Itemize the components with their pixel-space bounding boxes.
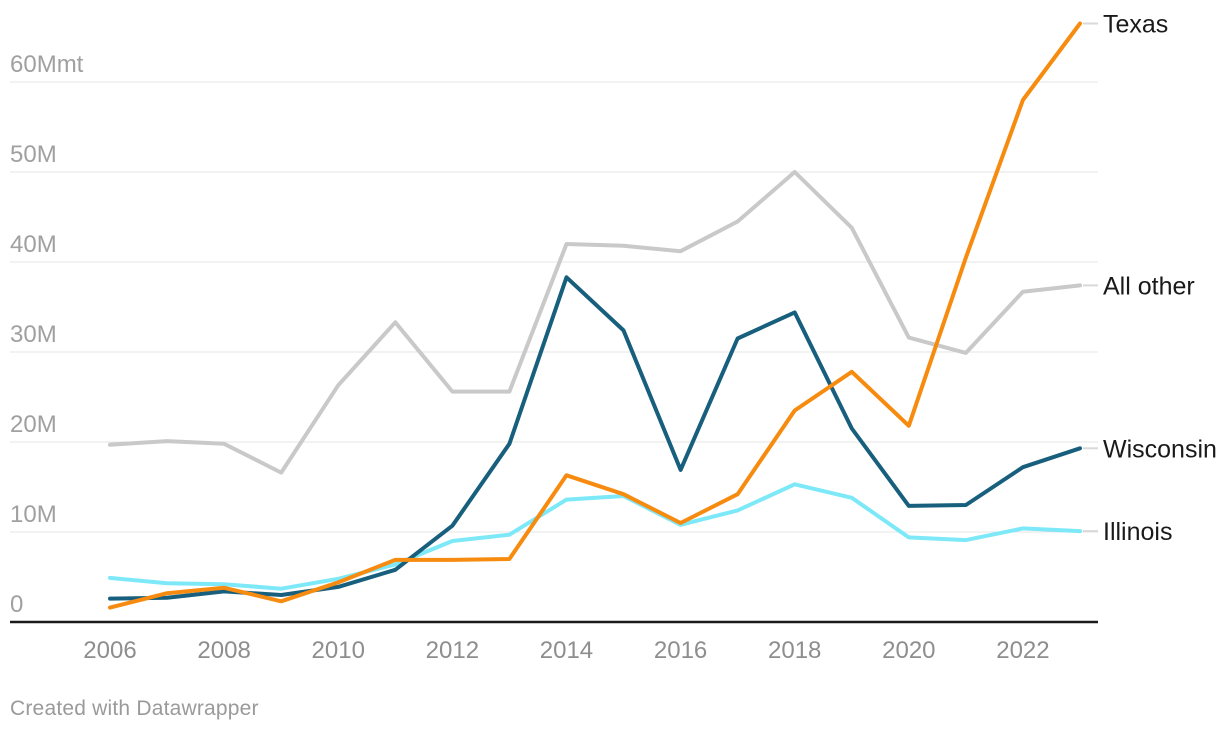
chart-area: 0 10M 20M 30M 40M 50M 60Mmt 2006 2008 2010 2012 201… xyxy=(10,11,1217,664)
series-label-illinois: Illinois xyxy=(1103,518,1172,546)
y-tick-label: 10M xyxy=(10,501,57,528)
wisconsin-line xyxy=(108,275,1082,601)
x-tick-label: 2016 xyxy=(654,637,707,664)
x-tick-label: 2012 xyxy=(426,637,479,664)
y-tick-label: 50M xyxy=(10,141,57,168)
y-tick-label: 20M xyxy=(10,411,57,438)
y-tick-label: 60Mmt xyxy=(10,51,84,78)
x-tick-label: 2006 xyxy=(83,637,136,664)
y-tick-label: 0 xyxy=(10,591,23,618)
datawrapper-credit: Created with Datawrapper xyxy=(10,697,259,720)
series-label-all-other: All other xyxy=(1103,272,1195,300)
x-tick-label: 2020 xyxy=(882,637,935,664)
x-tick-label: 2018 xyxy=(768,637,821,664)
line-chart: 0 10M 20M 30M 40M 50M 60Mmt 2006 2008 2010 2012 201… xyxy=(10,11,1217,664)
x-tick-label: 2008 xyxy=(197,637,250,664)
series-label-texas: Texas xyxy=(1103,11,1168,39)
x-tick-label: 2014 xyxy=(540,637,593,664)
x-tick-label: 2010 xyxy=(312,637,365,664)
x-tick-label: 2022 xyxy=(996,637,1049,664)
y-tick-label: 40M xyxy=(10,231,57,258)
y-tick-label: 30M xyxy=(10,321,57,348)
series-label-wisconsin: Wisconsin xyxy=(1103,435,1217,463)
all-other-line xyxy=(108,170,1082,475)
texas-line xyxy=(108,21,1082,610)
illinois-line xyxy=(108,482,1082,591)
